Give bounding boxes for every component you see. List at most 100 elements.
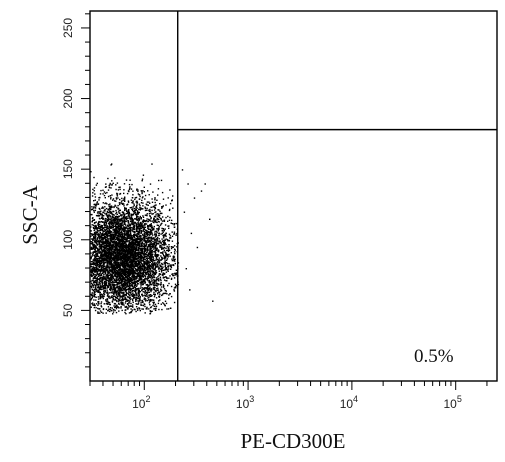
event-dot: [105, 312, 107, 314]
event-dot: [131, 287, 134, 290]
event-dot: [129, 218, 131, 220]
event-dot: [135, 238, 138, 240]
event-dot: [104, 246, 106, 248]
event-dot: [121, 242, 124, 244]
event-dot: [146, 239, 149, 242]
event-dot: [123, 256, 125, 258]
event-dot: [164, 289, 167, 292]
event-dot: [140, 282, 143, 284]
event-dot: [119, 259, 122, 261]
event-dot: [93, 209, 95, 212]
event-dot: [119, 297, 121, 299]
event-dot: [116, 219, 118, 222]
event-dot: [121, 269, 124, 271]
event-dot: [103, 265, 106, 267]
event-dot: [165, 256, 167, 258]
event-dot: [123, 222, 126, 224]
event-dot: [111, 275, 113, 278]
event-dot: [116, 216, 118, 218]
event-dot: [148, 213, 151, 215]
event-dot: [125, 255, 127, 257]
event-dot: [169, 202, 172, 205]
event-dot: [99, 229, 102, 232]
event-dot: [141, 263, 143, 265]
event-dot: [135, 226, 138, 228]
event-dot: [127, 274, 130, 276]
event-dot: [110, 274, 112, 276]
event-dot: [126, 298, 128, 301]
event-dot: [102, 285, 104, 287]
event-dot: [112, 254, 115, 256]
event-dot: [139, 238, 142, 241]
event-dot: [105, 238, 107, 240]
event-dot: [150, 259, 153, 261]
event-dot: [125, 261, 127, 264]
event-dot: [92, 188, 94, 191]
event-dot: [90, 233, 92, 235]
event-dot: [101, 281, 103, 284]
event-dot: [123, 280, 126, 283]
event-dot: [155, 235, 158, 237]
event-dot: [157, 213, 160, 215]
event-dot: [101, 207, 103, 209]
event-dot: [170, 295, 173, 298]
event-dot: [164, 269, 166, 271]
event-dot: [121, 230, 123, 232]
event-dot: [142, 287, 145, 290]
event-dot: [139, 254, 142, 256]
event-dot: [145, 271, 148, 274]
event-dot: [136, 213, 138, 216]
event-dot: [154, 233, 156, 235]
event-dot: [131, 238, 133, 241]
event-dot: [102, 256, 104, 259]
event-dot: [128, 223, 130, 225]
event-dot: [139, 206, 141, 209]
event-dot: [133, 271, 135, 273]
event-dot: [112, 297, 114, 299]
event-dot: [132, 190, 134, 192]
event-dot: [150, 212, 152, 214]
event-dot: [110, 239, 113, 242]
event-dot: [109, 227, 112, 229]
event-dot: [99, 262, 101, 264]
event-dot: [155, 271, 158, 274]
event-dot: [94, 193, 96, 195]
event-dot: [129, 251, 131, 254]
event-dot: [141, 295, 144, 297]
event-dot: [98, 240, 100, 242]
event-dot: [149, 234, 152, 236]
event-dot: [125, 290, 127, 293]
event-dot: [173, 223, 176, 225]
event-dot: [154, 248, 156, 250]
event-dot: [111, 266, 113, 269]
event-dot: [160, 256, 163, 259]
event-dot: [141, 279, 143, 281]
event-dot: [105, 299, 107, 301]
event-dot: [94, 239, 96, 241]
event-dot: [115, 246, 118, 248]
event-dot: [173, 264, 175, 267]
event-dot: [140, 285, 142, 287]
event-dot: [130, 288, 132, 291]
event-dot: [173, 231, 176, 233]
event-dot: [159, 224, 162, 226]
event-dot: [147, 237, 150, 239]
event-dot: [135, 310, 137, 313]
event-dot: [132, 235, 135, 237]
event-dot: [106, 227, 108, 230]
event-dot: [160, 279, 162, 282]
event-dot: [108, 226, 111, 228]
event-dot: [141, 242, 143, 244]
event-dot: [132, 240, 134, 243]
event-dot: [130, 263, 133, 266]
event-dot: [110, 210, 112, 213]
event-dot: [125, 232, 128, 234]
event-dot: [116, 290, 118, 292]
event-dot: [128, 297, 131, 300]
event-dot: [107, 218, 110, 221]
event-dot: [102, 249, 105, 251]
event-dot: [100, 280, 102, 283]
event-dot: [149, 269, 151, 271]
event-dot: [107, 249, 110, 251]
event-dot: [155, 204, 157, 206]
